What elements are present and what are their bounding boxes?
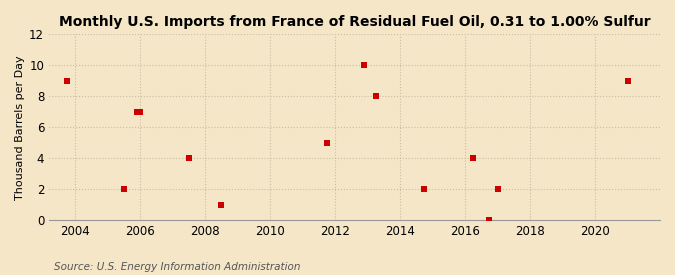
Point [419, 187, 430, 191]
Text: Source: U.S. Energy Information Administration: Source: U.S. Energy Information Administ… [54, 262, 300, 272]
Point [118, 187, 129, 191]
Y-axis label: Thousand Barrels per Day: Thousand Barrels per Day [15, 55, 25, 200]
Point [622, 79, 633, 83]
Point [134, 109, 145, 114]
Point [216, 202, 227, 207]
Point [468, 156, 479, 160]
Point [184, 156, 194, 160]
Point [132, 109, 142, 114]
Point [321, 141, 332, 145]
Point [61, 79, 72, 83]
Point [492, 187, 503, 191]
Title: Monthly U.S. Imports from France of Residual Fuel Oil, 0.31 to 1.00% Sulfur: Monthly U.S. Imports from France of Resi… [59, 15, 650, 29]
Point [484, 218, 495, 222]
Point [371, 94, 381, 98]
Point [359, 63, 370, 67]
